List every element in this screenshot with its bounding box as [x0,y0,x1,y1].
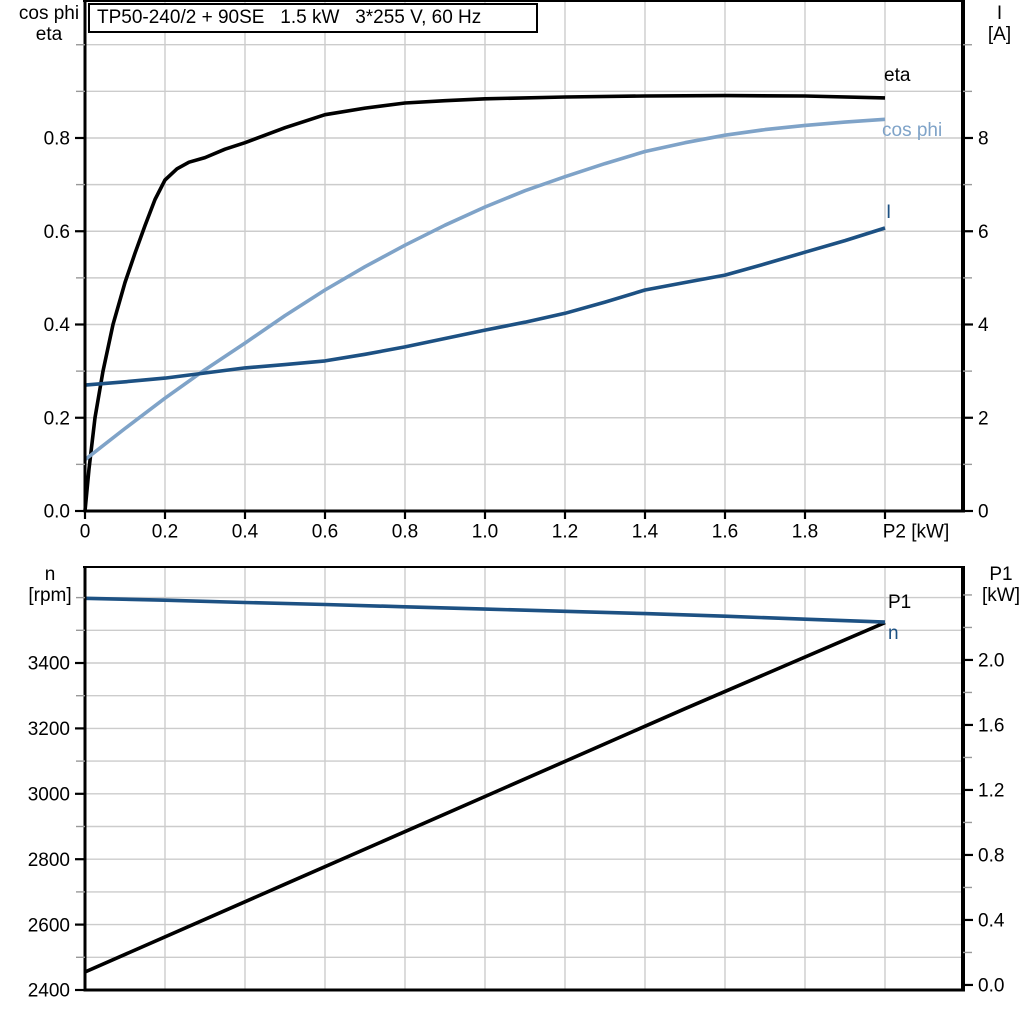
top-chart-x-tick-label: 1.2 [552,522,578,543]
left-axis-unit-eta: eta [35,24,63,45]
bottom-chart-right-tick-label: 0.4 [978,911,1005,932]
top-chart-left-tick-label: 0.0 [44,502,70,523]
I-curve [84,226,886,387]
bottom-right-axis-label: P1 [kW] [978,564,1024,606]
left-axis-unit-n: n [44,564,56,585]
bottom-chart-right-tick-label: 1.2 [978,781,1004,802]
chart-title: TP50-240/2 + 90SE 1.5 kW 3*255 V, 60 Hz [97,7,482,28]
eta-curve-label: eta [884,65,911,86]
top-chart-x-tick-label: 0.2 [152,522,178,543]
cos-phi-curve [83,117,886,462]
top-chart-left-tick-label: 0.6 [44,222,70,243]
top-chart-x-tick-label: 0 [80,522,91,543]
top-chart-right-tick-label: 4 [978,315,989,336]
p1-curve-label: P1 [888,592,912,613]
bottom-chart-left-tick-label: 3200 [28,719,70,740]
left-axis-unit-rpm: [rpm] [28,585,72,606]
bottom-chart-right-tick-label: 2.0 [978,651,1004,672]
P1-curve [84,620,886,974]
top-chart-x-tick-label: 0.8 [392,522,418,543]
top-chart-x-tick-label: 1.0 [472,522,498,543]
right-axis-unit-I: I [996,3,1003,24]
left-axis-unit-cosphi: cos phi [18,3,80,24]
bottom-chart-right-tick-label: 0.8 [978,846,1004,867]
right-axis-unit-P1: P1 [989,564,1013,585]
top-chart-right-tick-label: 8 [978,129,989,150]
bottom-chart-left-tick-label: 3000 [28,784,70,805]
eta-curve [83,93,886,512]
bottom-chart-left-tick-label: 2800 [28,850,70,871]
top-chart-left-tick-label: 0.4 [44,315,71,336]
n-curve [84,596,886,624]
bottom-left-axis-label: n [rpm] [16,564,84,606]
top-chart-x-tick-label: 0.6 [312,522,338,543]
bottom-chart-right-tick-label: 0.0 [978,976,1004,997]
bottom-chart-left-tick-label: 2600 [28,915,70,936]
top-chart-x-tick-label: 1.8 [792,522,818,543]
top-chart-x-tick-label: 0.4 [232,522,259,543]
top-chart-right-tick-label: 0 [978,502,989,523]
top-chart-right-tick-label: 6 [978,222,989,243]
bottom-chart-left-tick-label: 2400 [28,981,70,1002]
top-chart-x-tick-label: 1.6 [712,522,738,543]
bottom-chart-right-tick-label: 1.6 [978,716,1004,737]
n-curve-label: n [888,623,899,644]
cosphi-curve-label: cos phi [882,120,943,141]
current-curve-label: I [886,202,892,223]
top-chart-x-axis-title: P2 [kW] [883,522,950,543]
top-chart-x-tick-label: 1.4 [632,522,659,543]
top-chart-left-tick-label: 0.8 [44,129,70,150]
right-axis-unit-A: [A] [987,24,1012,45]
title-box: TP50-240/2 + 90SE 1.5 kW 3*255 V, 60 Hz [88,3,538,33]
right-axis-unit-kW: [kW] [982,585,1020,606]
top-left-axis-label: cos phi eta [10,3,88,45]
bottom-chart-left-tick-label: 3400 [28,654,70,675]
top-chart-left-tick-label: 0.2 [44,408,70,429]
top-chart-right-tick-label: 2 [978,408,989,429]
top-right-axis-label: I [A] [975,3,1024,45]
